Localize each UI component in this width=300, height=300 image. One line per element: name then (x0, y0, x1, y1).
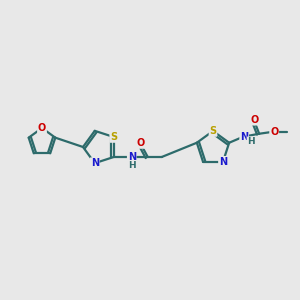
Text: N: N (219, 157, 227, 167)
Text: N: N (128, 152, 136, 162)
Text: H: H (248, 137, 255, 146)
Text: O: O (38, 123, 46, 133)
Text: N: N (240, 132, 248, 142)
Text: O: O (136, 138, 145, 148)
Text: O: O (270, 127, 278, 137)
Text: H: H (128, 161, 136, 170)
Text: S: S (209, 126, 217, 136)
Text: O: O (250, 115, 258, 125)
Text: S: S (110, 132, 117, 142)
Text: N: N (91, 158, 99, 168)
